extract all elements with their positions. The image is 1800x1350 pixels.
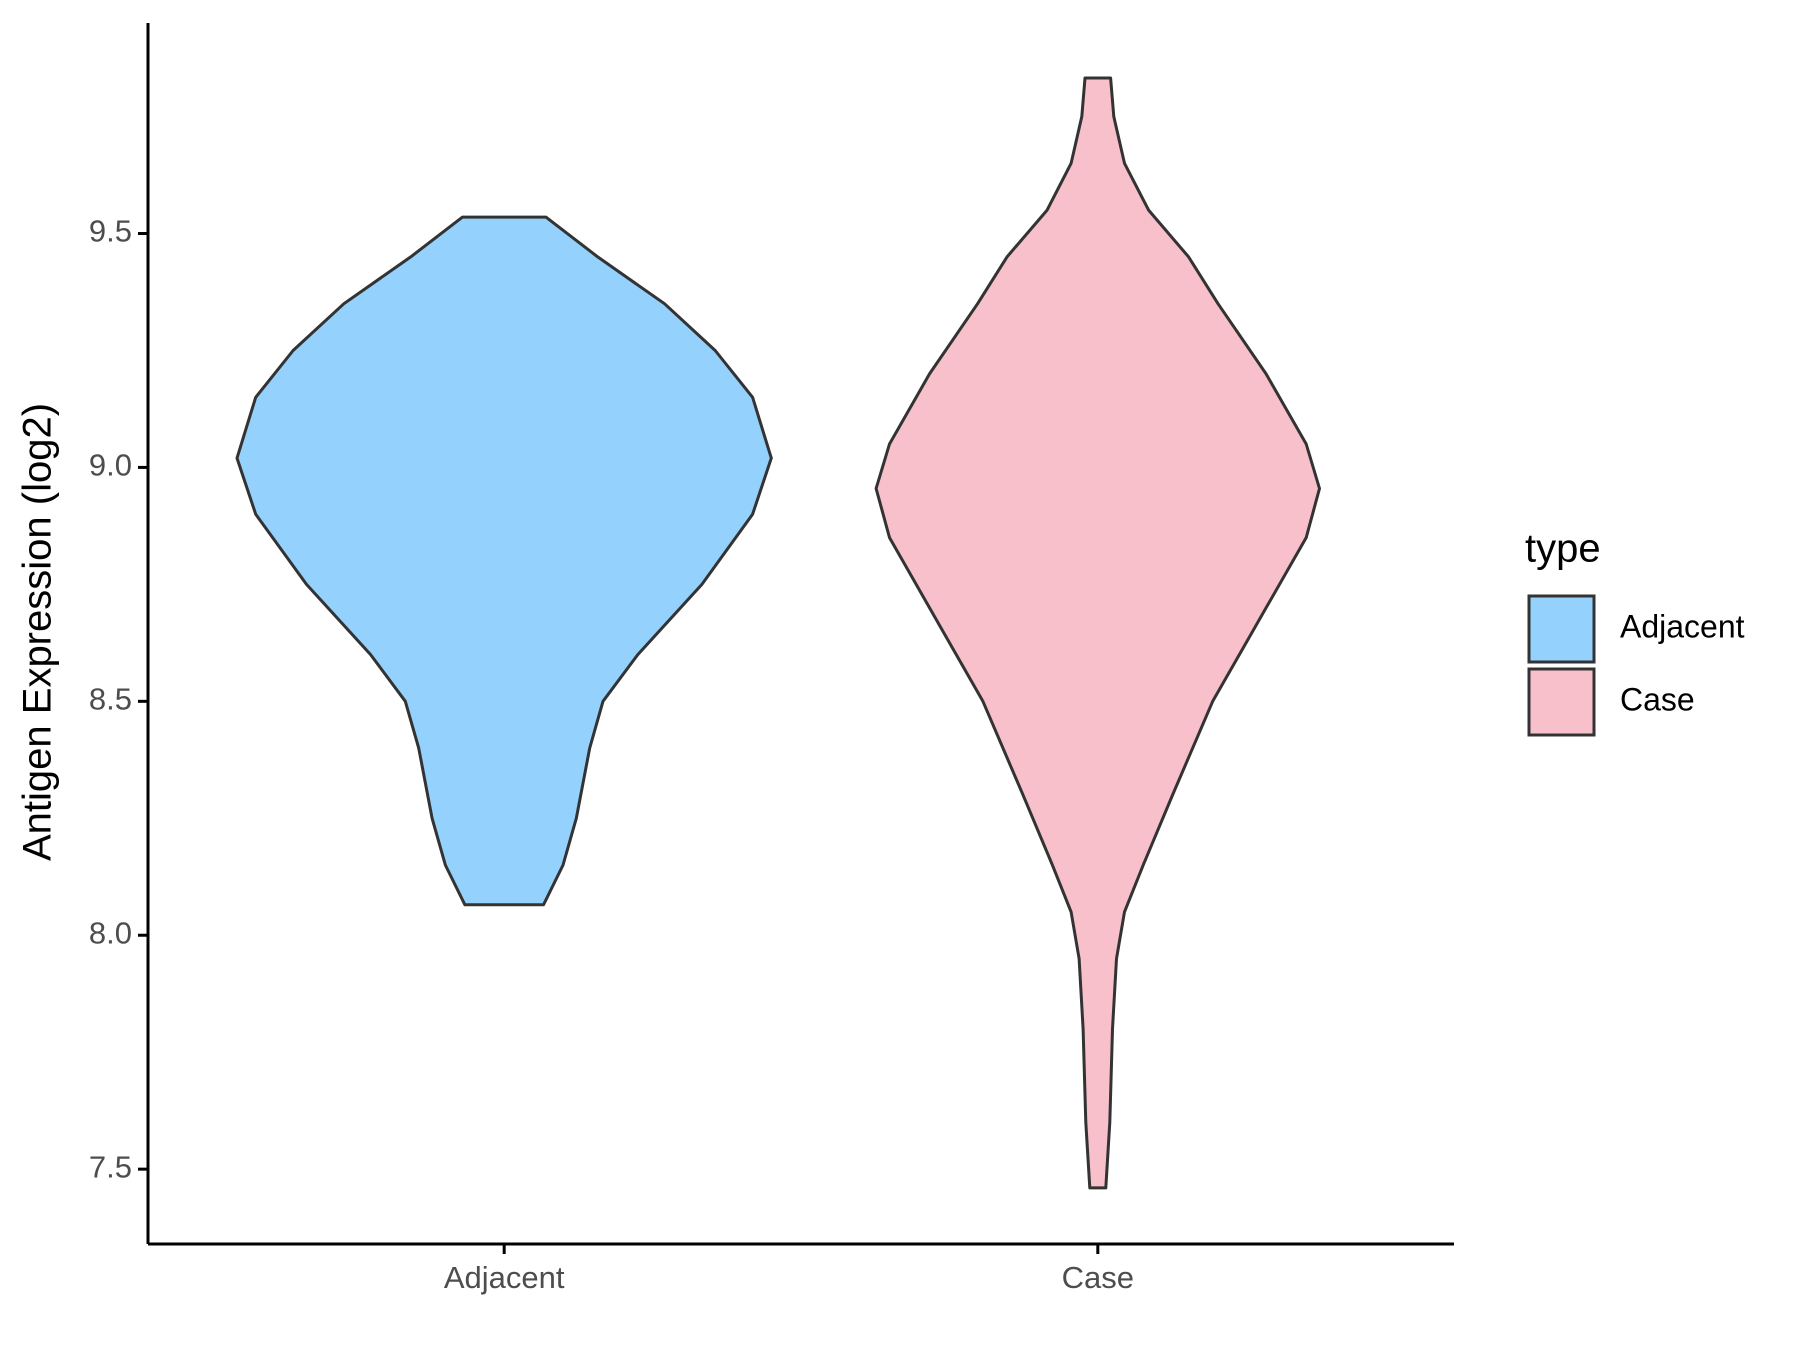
x-tick-label: Case xyxy=(1062,1260,1134,1295)
y-tick-label: 9.0 xyxy=(89,448,132,483)
x-tick-label: Adjacent xyxy=(444,1260,565,1295)
y-tick-label: 7.5 xyxy=(89,1149,132,1184)
legend-key xyxy=(1527,667,1596,737)
violin xyxy=(874,76,1321,1190)
legend-label: Adjacent xyxy=(1620,608,1745,644)
y-tick-label: 8.0 xyxy=(89,915,132,950)
y-axis-title: Antigen Expression (log2) xyxy=(16,403,60,861)
legend-key xyxy=(1527,594,1596,664)
legend-label: Case xyxy=(1620,681,1695,717)
y-tick-label: 8.5 xyxy=(89,682,132,717)
violin xyxy=(235,215,773,907)
legend-title: type xyxy=(1525,527,1601,571)
y-tick-label: 9.5 xyxy=(89,214,132,249)
